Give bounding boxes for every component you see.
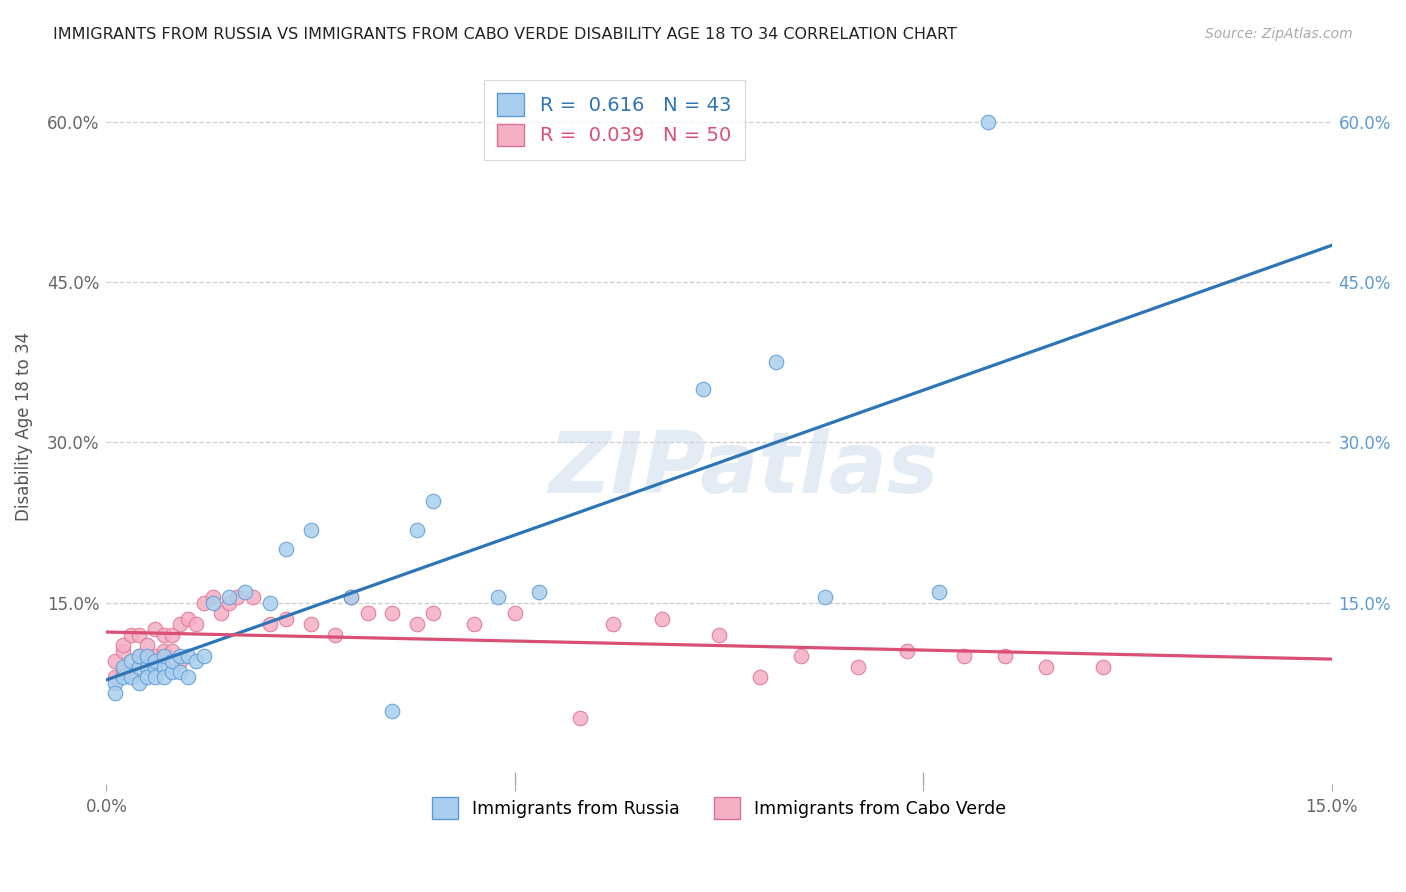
Point <box>136 648 159 663</box>
Point <box>201 595 224 609</box>
Point <box>111 665 134 679</box>
Point <box>160 665 183 679</box>
Point <box>160 627 183 641</box>
Point <box>789 648 811 663</box>
Point <box>748 670 770 684</box>
Legend: Immigrants from Russia, Immigrants from Cabo Verde: Immigrants from Russia, Immigrants from … <box>425 790 1014 825</box>
Point <box>120 670 142 684</box>
Point <box>422 606 444 620</box>
Point <box>340 590 363 604</box>
Point <box>1035 659 1057 673</box>
Point <box>503 606 526 620</box>
Point <box>128 675 150 690</box>
Point <box>381 705 404 719</box>
Point <box>143 622 166 636</box>
Point <box>128 627 150 641</box>
Point <box>160 643 183 657</box>
Point <box>136 659 159 673</box>
Point <box>209 606 232 620</box>
Point <box>177 648 200 663</box>
Point <box>486 590 509 604</box>
Point <box>103 654 125 668</box>
Point <box>242 590 264 604</box>
Text: IMMIGRANTS FROM RUSSIA VS IMMIGRANTS FROM CABO VERDE DISABILITY AGE 18 TO 34 COR: IMMIGRANTS FROM RUSSIA VS IMMIGRANTS FRO… <box>53 27 957 42</box>
Point <box>128 648 150 663</box>
Point <box>152 659 174 673</box>
Point <box>569 711 592 725</box>
Point <box>128 659 150 673</box>
Point <box>846 659 869 673</box>
Point <box>692 382 714 396</box>
Point <box>814 590 837 604</box>
Point <box>111 659 134 673</box>
Point <box>299 523 322 537</box>
Point <box>233 584 256 599</box>
Point <box>152 627 174 641</box>
Point <box>201 590 224 604</box>
Point <box>120 665 142 679</box>
Point <box>169 648 191 663</box>
Point <box>136 670 159 684</box>
Point <box>977 115 1000 129</box>
Point <box>953 648 976 663</box>
Point <box>463 616 485 631</box>
Point <box>357 606 380 620</box>
Point <box>143 659 166 673</box>
Point <box>143 648 166 663</box>
Point <box>651 611 673 625</box>
Point <box>111 643 134 657</box>
Point <box>259 595 281 609</box>
Point <box>226 590 249 604</box>
Text: ZIPatlas: ZIPatlas <box>548 428 939 511</box>
Point <box>152 670 174 684</box>
Point <box>177 670 200 684</box>
Point <box>128 648 150 663</box>
Point <box>152 648 174 663</box>
Point <box>896 643 918 657</box>
Point <box>169 616 191 631</box>
Point <box>602 616 624 631</box>
Point <box>186 616 208 631</box>
Point <box>274 542 297 557</box>
Point <box>994 648 1017 663</box>
Point <box>136 659 159 673</box>
Point <box>193 648 215 663</box>
Point <box>928 584 950 599</box>
Point <box>193 595 215 609</box>
Point <box>1091 659 1114 673</box>
Point <box>405 523 427 537</box>
Point <box>103 686 125 700</box>
Point <box>103 675 125 690</box>
Point <box>707 627 730 641</box>
Point <box>111 638 134 652</box>
Point <box>120 627 142 641</box>
Point <box>405 616 427 631</box>
Point <box>169 665 191 679</box>
Point <box>340 590 363 604</box>
Y-axis label: Disability Age 18 to 34: Disability Age 18 to 34 <box>15 332 32 521</box>
Point <box>111 670 134 684</box>
Point <box>169 654 191 668</box>
Point <box>299 616 322 631</box>
Point <box>160 654 183 668</box>
Point <box>152 643 174 657</box>
Point <box>143 670 166 684</box>
Point <box>103 670 125 684</box>
Point <box>323 627 346 641</box>
Point <box>422 494 444 508</box>
Point <box>765 355 787 369</box>
Point <box>186 654 208 668</box>
Text: Source: ZipAtlas.com: Source: ZipAtlas.com <box>1205 27 1353 41</box>
Point <box>381 606 404 620</box>
Point <box>274 611 297 625</box>
Point <box>177 611 200 625</box>
Point <box>218 595 240 609</box>
Point <box>136 638 159 652</box>
Point <box>143 654 166 668</box>
Point <box>259 616 281 631</box>
Point <box>218 590 240 604</box>
Point <box>120 654 142 668</box>
Point <box>529 584 551 599</box>
